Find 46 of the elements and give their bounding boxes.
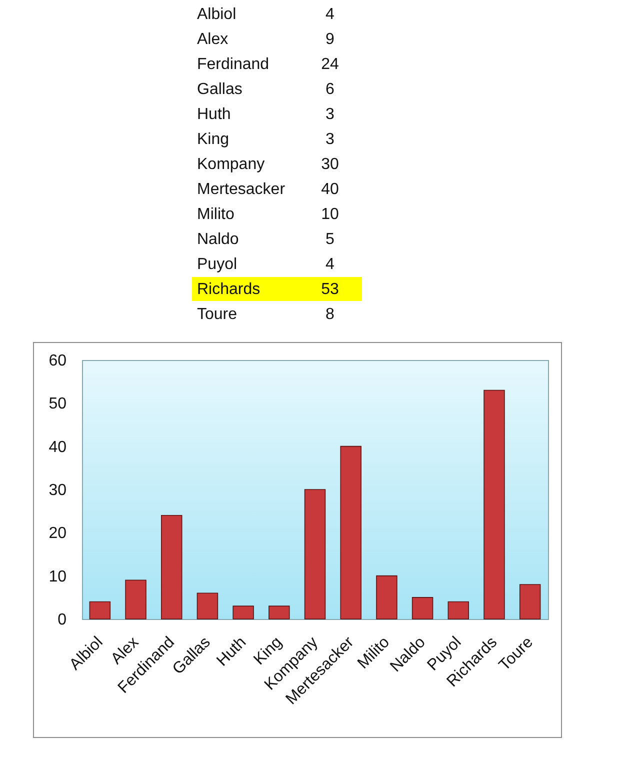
category-label: Puyol bbox=[197, 254, 238, 274]
category-label: Kompany bbox=[197, 154, 265, 174]
y-tick-label: 30 bbox=[48, 482, 67, 499]
data-label: 4 bbox=[324, 254, 336, 274]
data-label: 24 bbox=[320, 54, 340, 74]
y-tick-label: 40 bbox=[48, 438, 67, 456]
bar bbox=[519, 584, 541, 620]
data-label: 5 bbox=[324, 230, 336, 250]
bar bbox=[448, 601, 469, 620]
data-label: 3 bbox=[324, 130, 336, 150]
bar bbox=[196, 592, 218, 620]
y-tick-label: 0 bbox=[58, 612, 67, 628]
category-label: Ferdinand bbox=[197, 54, 270, 74]
category-label: Toure bbox=[197, 304, 238, 324]
category-label: Mertesacker bbox=[197, 180, 286, 200]
bar bbox=[304, 489, 326, 620]
bar bbox=[125, 580, 146, 620]
bar bbox=[268, 606, 290, 620]
y-tick-label: 20 bbox=[48, 525, 67, 542]
data-label: 9 bbox=[324, 30, 336, 50]
category-label: Albiol bbox=[197, 4, 236, 24]
category-label: Gallas bbox=[197, 80, 242, 100]
category-label: Richards bbox=[197, 280, 260, 300]
bar bbox=[340, 446, 362, 620]
bar bbox=[232, 606, 254, 620]
y-tick-label: 10 bbox=[48, 568, 67, 586]
data-label: 53 bbox=[320, 280, 340, 300]
bar bbox=[412, 597, 434, 620]
data-label: 8 bbox=[324, 304, 336, 324]
bar bbox=[161, 515, 182, 620]
category-label: King bbox=[197, 130, 230, 150]
category-label: Huth bbox=[197, 104, 231, 124]
category-label: Alex bbox=[197, 30, 228, 50]
bar bbox=[484, 390, 505, 620]
data-label: 10 bbox=[320, 204, 340, 224]
data-label: 6 bbox=[324, 80, 336, 100]
category-label: Naldo bbox=[197, 230, 239, 250]
data-label: 3 bbox=[324, 104, 336, 124]
y-tick-label: 60 bbox=[48, 352, 67, 370]
bar bbox=[89, 601, 111, 620]
data-label: 40 bbox=[320, 180, 340, 200]
category-label: Milito bbox=[197, 204, 234, 224]
bar bbox=[376, 575, 398, 620]
y-tick-label: 50 bbox=[48, 396, 67, 413]
data-label: 4 bbox=[324, 4, 336, 24]
data-label: 30 bbox=[320, 154, 340, 174]
